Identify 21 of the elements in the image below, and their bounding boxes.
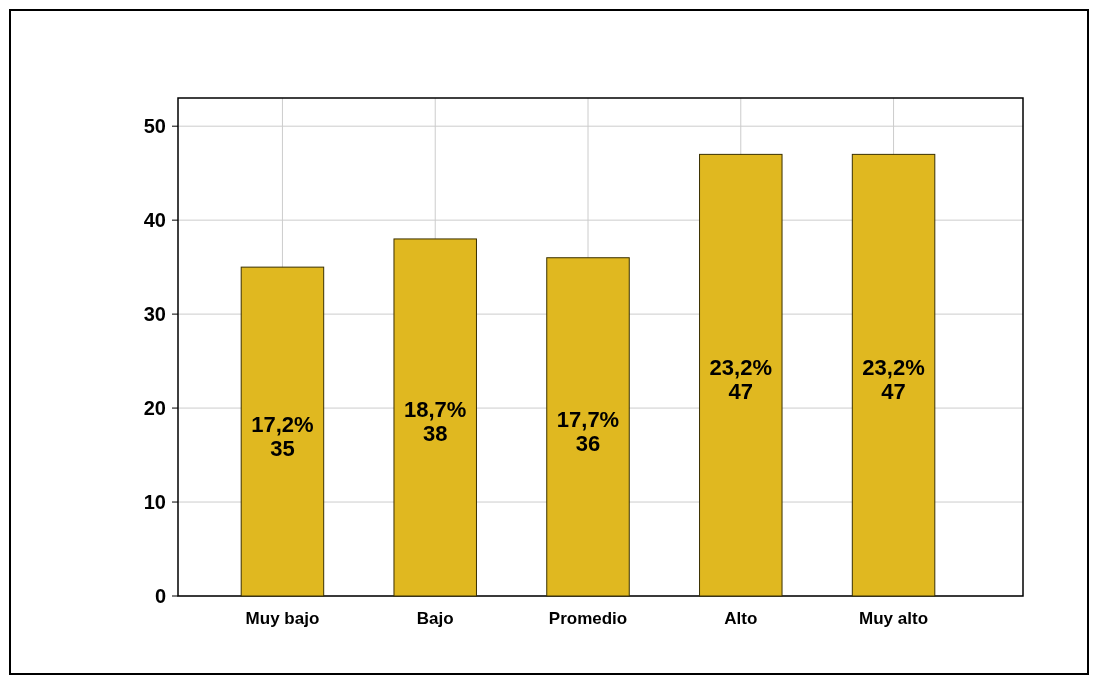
x-tick-label: Muy alto (859, 609, 929, 628)
x-tick-label: Muy bajo (245, 609, 320, 628)
bar (699, 153, 783, 597)
bar (546, 257, 630, 597)
data-label: 17,7% 36 (556, 406, 620, 456)
x-tick-label: Bajo (416, 609, 454, 628)
y-tick-label: 20 (143, 397, 166, 420)
data-label: 23,2% 47 (709, 355, 772, 405)
x-tick-label: Alto (724, 609, 758, 628)
y-tick-label: 10 (143, 491, 166, 514)
y-tick-label: 0 (154, 585, 166, 607)
data-label: 23,2% 47 (862, 355, 925, 405)
y-tick-label: 50 (143, 115, 166, 138)
bar (851, 153, 936, 597)
x-tick-label: Promedio (548, 609, 628, 628)
y-tick-label: 30 (143, 303, 166, 326)
data-label: 18,7% 38 (404, 397, 467, 447)
y-tick-label: 40 (143, 209, 166, 232)
data-label: 17,2% 35 (251, 411, 314, 461)
bar (393, 238, 477, 597)
bar (240, 266, 325, 597)
